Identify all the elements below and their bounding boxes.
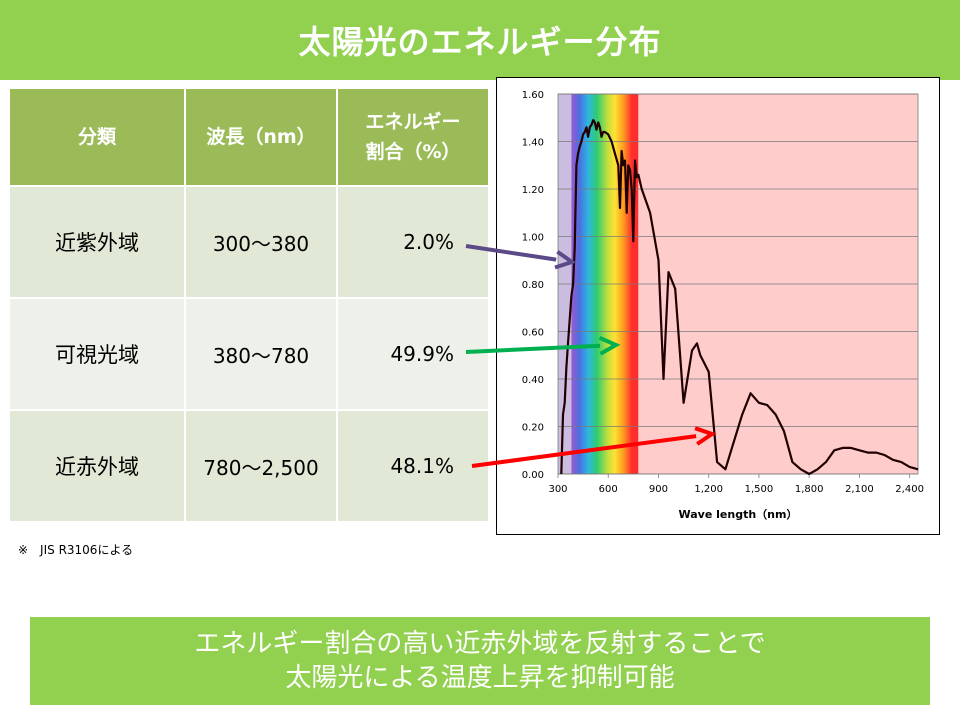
x-tick-label: 900 — [649, 484, 668, 495]
category-cell: 可視光域 — [8, 297, 186, 411]
wavelength-cell: 380～780 — [184, 297, 338, 411]
spectrum-chart-svg: 0.00 0.20 0.40 0.60 0.80 1.00 1.20 1.40 1.60 300 6… — [522, 90, 924, 521]
y-tick-label: 0.40 — [522, 375, 544, 386]
y-tick-label: 0.80 — [522, 280, 544, 291]
page-title: 太陽光のエネルギー分布 — [298, 23, 662, 61]
header-energy-ratio-text: エネルギー 割合（%） — [365, 111, 461, 163]
y-tick-label: 0.20 — [522, 423, 544, 434]
title-bar: 太陽光のエネルギー分布 — [0, 0, 960, 80]
y-tick-label: 1.40 — [522, 138, 544, 149]
energy-table: 分類 波長（nm） エネルギー 割合（%） 近紫外域 300～380 2.0% 可… — [8, 87, 490, 523]
x-tick-label: 600 — [599, 484, 618, 495]
conclusion-line-1: エネルギー割合の高い近赤外域を反射することで — [194, 629, 766, 659]
category-cell: 近赤外域 — [8, 409, 186, 523]
x-tick-label: 1,500 — [745, 484, 774, 495]
footnote: ※ JIS R3106による — [18, 543, 134, 557]
header-energy-ratio: エネルギー 割合（%） — [336, 87, 490, 187]
conclusion-box: エネルギー割合の高い近赤外域を反射することで 太陽光による温度上昇を抑制可能 — [30, 617, 930, 705]
percent-cell: 49.9% — [336, 297, 490, 411]
plot-area-border — [557, 93, 919, 475]
y-tick-label: 0.00 — [522, 470, 544, 481]
wavelength-cell: 300～380 — [184, 185, 338, 299]
wavelength-cell: 780～2,500 — [184, 409, 338, 523]
spectrum-line — [560, 118, 919, 476]
conclusion-line-2: 太陽光による温度上昇を抑制可能 — [285, 663, 675, 693]
table-row: 近赤外域 780～2,500 48.1% — [8, 409, 490, 523]
x-tick-label: 300 — [548, 484, 567, 495]
header-category: 分類 — [8, 87, 186, 187]
x-tick-label: 2,100 — [845, 484, 874, 495]
y-tick-label: 1.00 — [522, 233, 544, 244]
x-tick-label: 1,800 — [795, 484, 824, 495]
table-header-row: 分類 波長（nm） エネルギー 割合（%） — [8, 87, 490, 187]
table-row: 近紫外域 300～380 2.0% — [8, 185, 490, 299]
x-axis-label: Wave length（nm） — [679, 508, 798, 521]
spectrum-chart: 0.00 0.20 0.40 0.60 0.80 1.00 1.20 1.40 1.60 300 6… — [496, 77, 940, 535]
table-row: 可視光域 380～780 49.9% — [8, 297, 490, 411]
category-cell: 近紫外域 — [8, 185, 186, 299]
percent-cell: 48.1% — [336, 409, 490, 523]
x-tick-label: 1,200 — [694, 484, 723, 495]
header-wavelength: 波長（nm） — [184, 87, 338, 187]
percent-cell: 2.0% — [336, 185, 490, 299]
y-tick-label: 1.20 — [522, 185, 544, 196]
y-tick-label: 1.60 — [522, 90, 544, 101]
y-tick-label: 0.60 — [522, 328, 544, 339]
x-tick-label: 2,400 — [895, 484, 924, 495]
